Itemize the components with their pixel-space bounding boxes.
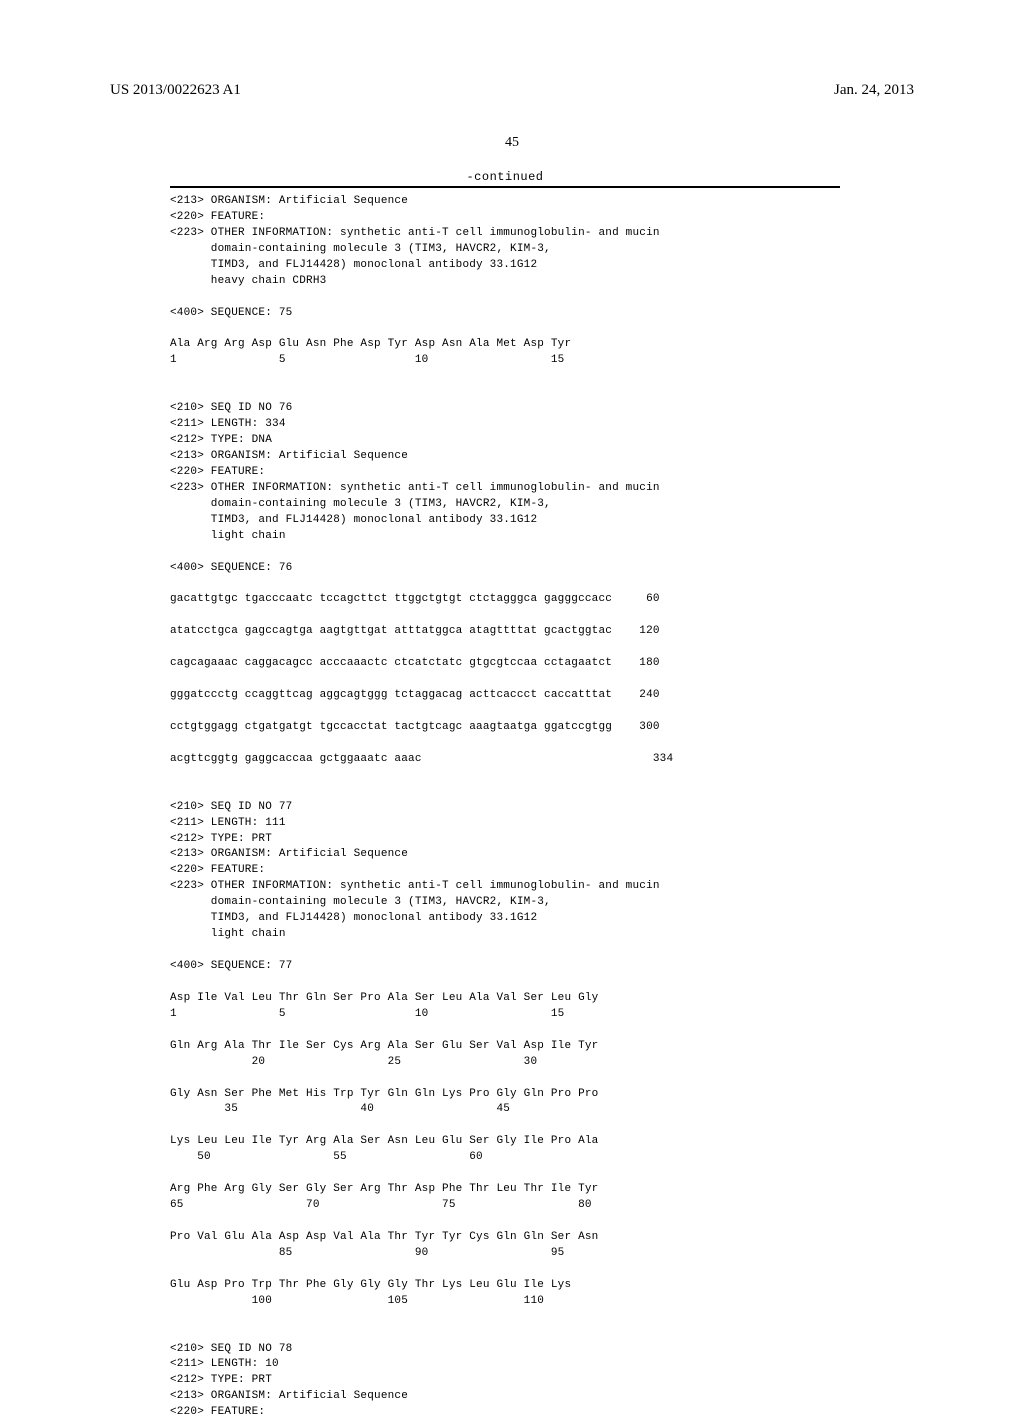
seq-line: <212> TYPE: PRT [170,833,272,845]
seq-line: acgttcggtg gaggcaccaa gctggaaatc aaac 33… [170,753,673,765]
seq-line: TIMD3, and FLJ14428) monoclonal antibody… [170,259,537,271]
seq-line: gacattgtgc tgacccaatc tccagcttct ttggctg… [170,593,660,605]
seq-line: <210> SEQ ID NO 78 [170,1343,292,1355]
seq-line: Asp Ile Val Leu Thr Gln Ser Pro Ala Ser … [170,992,598,1004]
seq-line: <212> TYPE: PRT [170,1374,272,1386]
seq-line: <220> FEATURE: [170,864,265,876]
seq-line: <220> FEATURE: [170,466,265,478]
seq-line: <223> OTHER INFORMATION: synthetic anti-… [170,880,660,892]
seq-line: <223> OTHER INFORMATION: synthetic anti-… [170,482,660,494]
seq-line: Arg Phe Arg Gly Ser Gly Ser Arg Thr Asp … [170,1183,598,1195]
seq-line: <400> SEQUENCE: 77 [170,960,292,972]
seq-line: 85 90 95 [170,1247,564,1259]
seq-line: 100 105 110 [170,1295,544,1307]
seq-line: <213> ORGANISM: Artificial Sequence [170,195,408,207]
publication-number: US 2013/0022623 A1 [110,82,241,99]
seq-line: Pro Val Glu Ala Asp Asp Val Ala Thr Tyr … [170,1231,598,1243]
sequence-text: <213> ORGANISM: Artificial Sequence <220… [170,194,840,1421]
seq-line: Ala Arg Arg Asp Glu Asn Phe Asp Tyr Asp … [170,338,571,350]
seq-line: heavy chain CDRH3 [170,275,326,287]
publication-date: Jan. 24, 2013 [834,82,914,99]
seq-line: domain-containing molecule 3 (TIM3, HAVC… [170,498,551,510]
seq-line: <213> ORGANISM: Artificial Sequence [170,1390,408,1402]
seq-line: <210> SEQ ID NO 76 [170,402,292,414]
seq-line: 1 5 10 15 [170,354,564,366]
seq-line: <220> FEATURE: [170,211,265,223]
seq-line: light chain [170,928,286,940]
seq-line: light chain [170,530,286,542]
seq-line: 50 55 60 [170,1151,483,1163]
seq-line: <211> LENGTH: 334 [170,418,286,430]
seq-line: <400> SEQUENCE: 75 [170,307,292,319]
seq-line: <220> FEATURE: [170,1406,265,1418]
page-number: 45 [0,135,1024,151]
seq-line: TIMD3, and FLJ14428) monoclonal antibody… [170,514,537,526]
seq-line: <400> SEQUENCE: 76 [170,562,292,574]
seq-line: Gly Asn Ser Phe Met His Trp Tyr Gln Gln … [170,1088,598,1100]
seq-line: <213> ORGANISM: Artificial Sequence [170,450,408,462]
horizontal-rule [170,186,840,188]
seq-line: Gln Arg Ala Thr Ile Ser Cys Arg Ala Ser … [170,1040,598,1052]
seq-line: domain-containing molecule 3 (TIM3, HAVC… [170,243,551,255]
sequence-listing: -continued <213> ORGANISM: Artificial Se… [170,170,840,1421]
seq-line: Glu Asp Pro Trp Thr Phe Gly Gly Gly Thr … [170,1279,571,1291]
seq-line: <223> OTHER INFORMATION: synthetic anti-… [170,227,660,239]
seq-line: 35 40 45 [170,1103,510,1115]
seq-line: 20 25 30 [170,1056,537,1068]
continued-label: -continued [170,170,840,184]
seq-line: domain-containing molecule 3 (TIM3, HAVC… [170,896,551,908]
seq-line: <212> TYPE: DNA [170,434,272,446]
seq-line: Lys Leu Leu Ile Tyr Arg Ala Ser Asn Leu … [170,1135,598,1147]
seq-line: cagcagaaac caggacagcc acccaaactc ctcatct… [170,657,660,669]
seq-line: <211> LENGTH: 111 [170,817,286,829]
seq-line: gggatccctg ccaggttcag aggcagtggg tctagga… [170,689,660,701]
seq-line: atatcctgca gagccagtga aagtgttgat atttatg… [170,625,660,637]
seq-line: <213> ORGANISM: Artificial Sequence [170,848,408,860]
seq-line: TIMD3, and FLJ14428) monoclonal antibody… [170,912,537,924]
seq-line: <211> LENGTH: 10 [170,1358,279,1370]
patent-page: US 2013/0022623 A1 Jan. 24, 2013 45 -con… [0,0,1024,1320]
seq-line: <210> SEQ ID NO 77 [170,801,292,813]
seq-line: 65 70 75 80 [170,1199,592,1211]
seq-line: cctgtggagg ctgatgatgt tgccacctat tactgtc… [170,721,660,733]
seq-line: 1 5 10 15 [170,1008,564,1020]
